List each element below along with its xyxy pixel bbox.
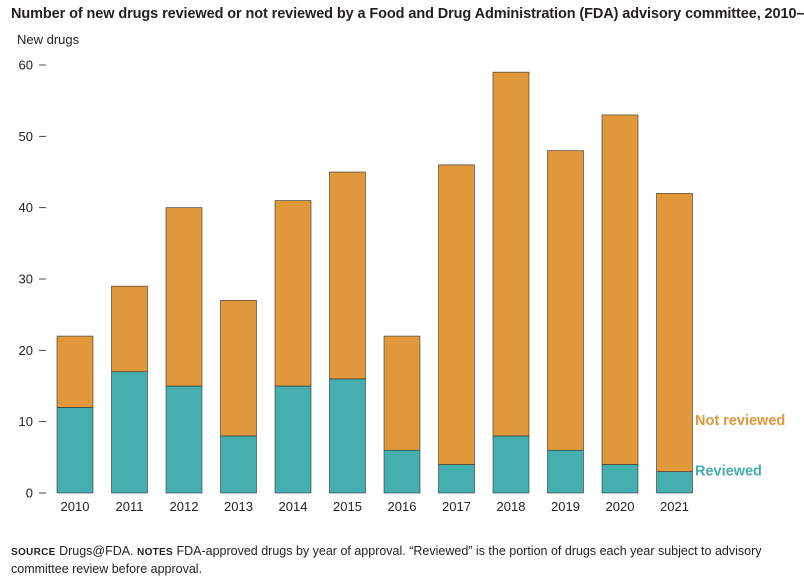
x-tick-label: 2018 — [497, 499, 526, 514]
bar-reviewed-2018 — [492, 435, 530, 494]
notes-label: NOTES — [137, 547, 173, 558]
bar-not-reviewed-2012 — [165, 207, 203, 387]
x-tick-label: 2016 — [388, 499, 417, 514]
bar-not-reviewed-2016 — [383, 335, 421, 451]
bar-reviewed-2020 — [601, 464, 639, 494]
legend: Reviewed Not reviewed — [695, 413, 785, 479]
bar-not-reviewed-2019 — [547, 150, 584, 451]
bar-not-reviewed-2021 — [656, 193, 693, 472]
bar-reviewed-2015 — [329, 378, 366, 494]
bar-reviewed-2021 — [656, 471, 693, 494]
bar-not-reviewed-2015 — [329, 171, 366, 380]
bar-reviewed-2010 — [56, 407, 94, 494]
y-axis: 0 10 20 30 40 50 60 — [19, 58, 46, 501]
bar-not-reviewed-2011 — [111, 285, 148, 373]
stacked-bar-chart: New drugs 0 10 20 30 40 50 60 2010 2011 2012 2013… — [17, 32, 785, 514]
bar-not-reviewed-2014 — [274, 200, 312, 387]
chart-footer: SOURCE Drugs@FDA. NOTES FDA-approved dru… — [11, 543, 796, 577]
legend-not-reviewed: Not reviewed — [695, 413, 785, 429]
x-tick-label: 2011 — [116, 499, 144, 514]
bar-not-reviewed-2017 — [438, 164, 475, 465]
bar-reviewed-2013 — [220, 435, 257, 494]
notes-text: FDA-approved drugs by year of approval. … — [11, 544, 762, 576]
bar-not-reviewed-2018 — [492, 71, 530, 437]
y-tick-label: 30 — [19, 272, 33, 287]
legend-reviewed: Reviewed — [695, 463, 762, 479]
chart-title: Number of new drugs reviewed or not revi… — [11, 6, 804, 22]
y-tick-label: 0 — [26, 486, 33, 501]
x-tick-label: 2014 — [279, 499, 308, 514]
bar-reviewed-2017 — [438, 464, 475, 494]
x-tick-label: 2015 — [333, 499, 362, 514]
x-tick-label: 2019 — [551, 499, 580, 514]
y-tick-label: 10 — [19, 414, 33, 429]
bar-reviewed-2016 — [383, 449, 421, 494]
x-tick-label: 2021 — [660, 499, 689, 514]
x-tick-label: 2012 — [170, 499, 199, 514]
x-tick-label: 2020 — [606, 499, 635, 514]
x-tick-label: 2013 — [224, 499, 253, 514]
bar-not-reviewed-2010 — [56, 335, 94, 408]
bar-not-reviewed-2020 — [601, 114, 639, 465]
y-tick-label: 50 — [19, 129, 33, 144]
source-text: Drugs@FDA. — [55, 544, 138, 558]
x-tick-label: 2010 — [61, 499, 90, 514]
bar-reviewed-2014 — [274, 385, 312, 494]
y-tick-label: 60 — [19, 58, 33, 73]
bar-not-reviewed-2013 — [220, 300, 257, 437]
x-axis: 2010 2011 2012 2013 2014 2015 2016 2017 2018 2019… — [61, 499, 689, 514]
bars — [56, 71, 693, 494]
x-tick-label: 2017 — [442, 499, 471, 514]
bar-reviewed-2011 — [111, 371, 148, 494]
bar-reviewed-2019 — [547, 449, 584, 494]
y-tick-label: 40 — [19, 200, 33, 215]
y-axis-label: New drugs — [17, 32, 80, 47]
source-label: SOURCE — [11, 547, 56, 558]
y-tick-label: 20 — [19, 343, 33, 358]
bar-reviewed-2012 — [165, 385, 203, 494]
